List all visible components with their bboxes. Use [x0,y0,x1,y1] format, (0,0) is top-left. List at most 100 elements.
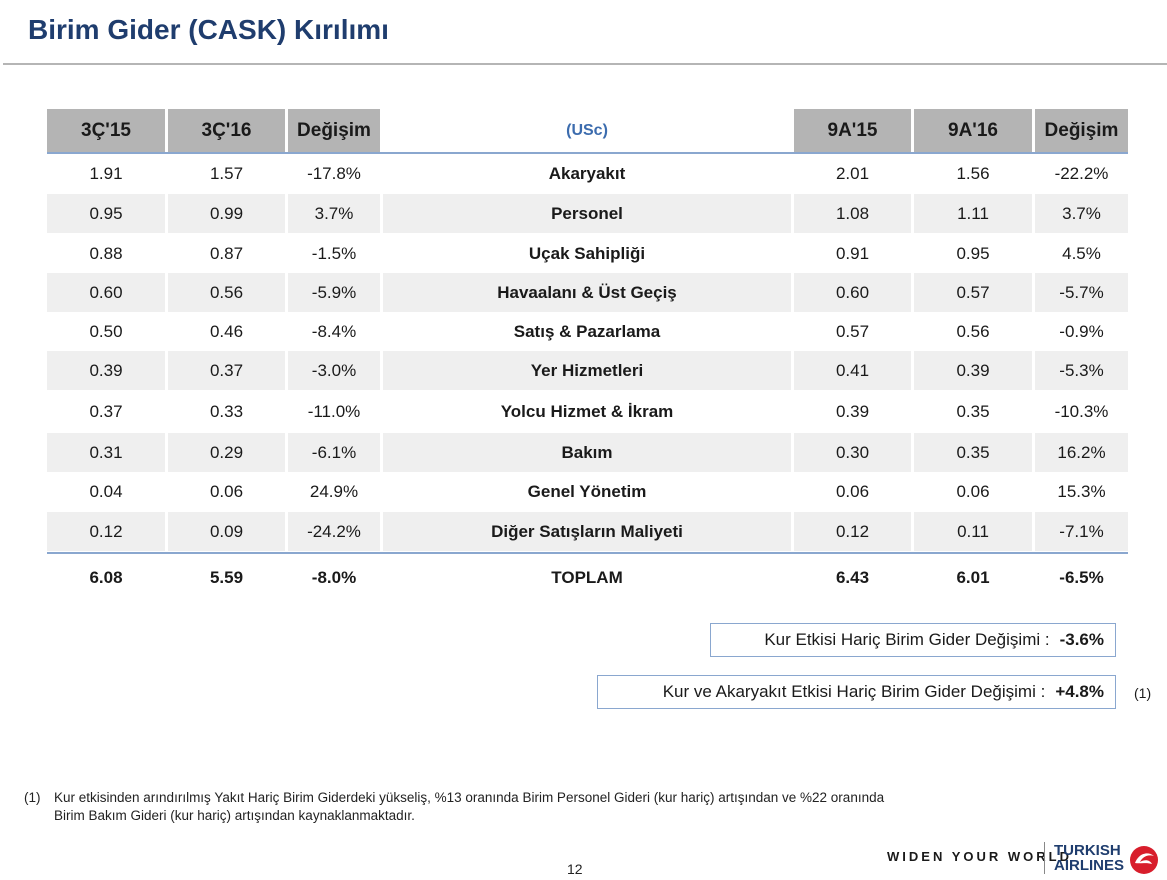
cell-qchg: 24.9% [309,481,359,501]
cell-a16: 1.11 [914,194,1032,233]
cell-achg: 4.5% [1062,243,1101,263]
cell-a16: 1.56 [956,163,990,183]
footnote-line-1: Kur etkisinden arındırılmış Yakıt Hariç … [54,790,885,805]
cell-name: Satış & Pazarlama [513,321,661,341]
fx-excluded-label: Kur Etkisi Hariç Birim Gider Değişimi : [764,630,1050,649]
page-title: Birim Gider (CASK) Kırılımı [28,14,389,45]
cell-qchg: -6.1% [288,433,380,472]
header-9m15: 9A'15 [794,109,911,152]
slogan: WIDEN YOUR WORLD [887,849,1072,864]
total-divider [47,552,1128,554]
cell-achg: 16.2% [1035,433,1128,472]
cell-achg: -0.9% [1059,321,1104,341]
cell-qchg: -3.0% [288,351,380,390]
fx-excluded-value: -3.6% [1059,630,1104,649]
cell-a16: 0.06 [956,481,990,501]
logo-text: TURKISH AIRLINES [1054,843,1124,873]
total-a-change: -6.5% [1059,567,1104,587]
cell-name: Yer Hizmetleri [383,351,791,390]
table-row: 0.88 0.87 -1.5% Uçak Sahipliği 0.91 0.95 4.5% [47,234,1128,273]
cell-a15: 2.01 [835,163,870,183]
table-row: 0.60 0.56 -5.9% Havaalanı & Üst Geçiş 0.60 0.… [47,273,1128,312]
cell-name: Uçak Sahipliği [528,243,646,263]
cell-achg: -5.7% [1035,273,1128,312]
header-3q15: 3Ç'15 [47,109,165,152]
fx-excluded-cask-box: Kur Etkisi Hariç Birim Gider Değişimi : … [710,623,1116,657]
cell-a16: 0.39 [914,351,1032,390]
logo-line-1: TURKISH [1054,842,1121,859]
cell-a15: 0.30 [794,433,911,472]
cell-qchg: -11.0% [307,401,361,421]
cell-achg: -10.3% [1054,401,1109,421]
header-a-change: Değişim [1035,109,1128,152]
footnote-reference: (1) [1134,685,1152,701]
cell-q15: 0.12 [47,512,165,551]
header-divider [47,152,1128,154]
turkish-airlines-logo-icon [1130,846,1158,874]
table-row: 0.04 0.06 24.9% Genel Yönetim 0.06 0.06 15.3% [47,472,1128,511]
cell-q15: 0.60 [47,273,165,312]
cell-a15: 0.60 [794,273,911,312]
cell-a16: 0.57 [914,273,1032,312]
fx-fuel-excluded-cask-box: Kur ve Akaryakıt Etkisi Hariç Birim Gide… [597,675,1116,709]
cell-q15: 0.31 [47,433,165,472]
cell-q15: 0.88 [89,243,123,263]
header-3q16: 3Ç'16 [168,109,285,152]
total-q-change: -8.0% [311,567,357,587]
cell-qchg: -24.2% [288,512,380,551]
total-row: 6.08 5.59 -8.0% TOPLAM 6.43 6.01 -6.5% [47,558,1128,597]
table-row: 0.12 0.09 -24.2% Diğer Satışların Maliyeti 0… [47,512,1128,551]
cell-q16: 0.37 [168,351,285,390]
cell-a15: 0.91 [835,243,870,263]
cell-a15: 0.12 [794,512,911,551]
cell-q16: 0.29 [168,433,285,472]
cell-a16: 0.35 [956,401,990,421]
total-9m16: 6.01 [956,567,990,587]
cell-a15: 0.39 [835,401,870,421]
cell-qchg: -5.9% [288,273,380,312]
table-row: 1.91 1.57 -17.8% Akaryakıt 2.01 1.56 -22.2% [47,154,1128,193]
cell-q15: 0.37 [89,401,123,421]
cell-q15: 0.50 [89,321,123,341]
cell-achg: -5.3% [1035,351,1128,390]
cell-q16: 0.56 [168,273,285,312]
cell-q15: 1.91 [89,163,123,183]
page-number: 12 [567,861,583,877]
cell-qchg: -17.8% [307,163,361,183]
cell-name: Havaalanı & Üst Geçiş [383,273,791,312]
cell-name: Diğer Satışların Maliyeti [383,512,791,551]
logo-line-2: AIRLINES [1054,857,1125,874]
total-3q15: 6.08 [89,567,123,587]
table-row: 0.37 0.33 -11.0% Yolcu Hizmet & İkram 0.39 0.… [47,392,1128,431]
cell-name: Bakım [383,433,791,472]
cell-a15: 0.41 [794,351,911,390]
table-row: 0.95 0.99 3.7% Personel 1.08 1.11 3.7% [47,194,1128,233]
cell-q15: 0.95 [47,194,165,233]
fx-fuel-excluded-label: Kur ve Akaryakıt Etkisi Hariç Birim Gide… [662,682,1046,701]
cell-achg: -7.1% [1035,512,1128,551]
title-divider [3,63,1167,65]
header-9m16: 9A'16 [914,109,1032,152]
cell-q16: 0.87 [209,243,244,263]
cell-q16: 0.46 [209,321,244,341]
cell-a16: 0.95 [956,243,990,263]
cell-q15: 0.39 [47,351,165,390]
cell-q16: 1.57 [209,163,244,183]
cell-qchg: -8.4% [311,321,357,341]
cell-a15: 0.06 [835,481,870,501]
cell-achg: 15.3% [1057,481,1106,501]
total-label: TOPLAM [551,567,623,587]
cell-q16: 0.09 [168,512,285,551]
cell-a16: 0.56 [956,321,990,341]
cell-q16: 0.99 [168,194,285,233]
table-row: 0.50 0.46 -8.4% Satış & Pazarlama 0.57 0.56 -0… [47,312,1128,351]
logo-divider [1044,842,1045,874]
cell-a16: 0.35 [914,433,1032,472]
cell-qchg: -1.5% [311,243,357,263]
cell-a15: 0.57 [835,321,870,341]
cell-achg: -22.2% [1054,163,1109,183]
cell-q16: 0.06 [209,481,244,501]
header-q-change: Değişim [288,109,380,152]
cell-a15: 1.08 [794,194,911,233]
cell-q16: 0.33 [209,401,244,421]
